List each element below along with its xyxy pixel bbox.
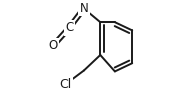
Text: Cl: Cl — [60, 78, 72, 91]
Text: O: O — [48, 39, 57, 52]
Text: C: C — [65, 21, 73, 34]
Text: N: N — [79, 2, 88, 15]
